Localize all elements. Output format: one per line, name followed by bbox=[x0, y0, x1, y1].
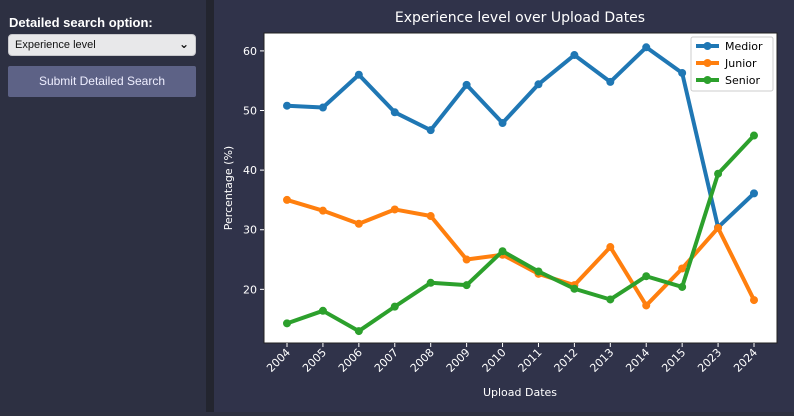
data-point-medior bbox=[426, 126, 435, 135]
sidebar: Detailed search option: Experience level… bbox=[0, 0, 206, 412]
data-point-junior bbox=[318, 206, 327, 215]
data-point-medior bbox=[534, 80, 543, 89]
x-tick-label: 2011 bbox=[516, 346, 545, 375]
legend-label: Junior bbox=[724, 57, 757, 70]
data-point-senior bbox=[750, 131, 758, 140]
chart-legend: Medior Junior Senior bbox=[690, 36, 774, 92]
legend-marker bbox=[703, 59, 712, 67]
legend-marker bbox=[703, 42, 712, 50]
data-point-medior bbox=[498, 119, 507, 128]
data-point-medior bbox=[570, 51, 579, 60]
y-axis-label: Percentage (%) bbox=[222, 146, 235, 230]
legend-box bbox=[690, 36, 774, 92]
data-point-senior bbox=[390, 302, 399, 311]
series-line-medior bbox=[286, 45, 756, 230]
search-option-select[interactable]: Experience level ⌄ bbox=[8, 34, 196, 56]
x-tick-label: 2004 bbox=[264, 346, 293, 375]
chart: Experience level over Upload Dates 20 30 4… bbox=[222, 10, 778, 399]
x-tick-label: 2023 bbox=[695, 346, 724, 375]
x-tick-label: 2006 bbox=[336, 346, 365, 375]
data-point-medior bbox=[354, 70, 363, 79]
y-tick-label: 50 bbox=[243, 105, 257, 118]
data-point-medior bbox=[283, 101, 291, 110]
sidebar-divider bbox=[206, 0, 214, 412]
y-tick-label: 40 bbox=[243, 164, 257, 177]
x-tick-label: 2009 bbox=[444, 346, 473, 375]
data-point-senior bbox=[570, 284, 579, 293]
x-tick-label: 2024 bbox=[731, 346, 760, 375]
data-point-junior bbox=[283, 195, 291, 204]
data-point-senior bbox=[534, 267, 543, 276]
data-point-junior bbox=[714, 223, 723, 232]
data-point-senior bbox=[714, 169, 723, 178]
search-option-label: Detailed search option: bbox=[9, 15, 153, 30]
data-point-senior bbox=[318, 306, 327, 315]
data-point-junior bbox=[642, 301, 651, 310]
legend-marker bbox=[703, 76, 712, 84]
series-line-junior bbox=[286, 198, 756, 308]
data-point-senior bbox=[354, 327, 363, 336]
select-value: Experience level bbox=[15, 39, 96, 51]
series-lines bbox=[283, 43, 758, 336]
x-tick-label: 2012 bbox=[552, 346, 581, 375]
x-tick-label: 2013 bbox=[587, 346, 616, 375]
data-point-senior bbox=[498, 247, 507, 256]
x-tick-label: 2015 bbox=[659, 346, 688, 375]
x-tick-label: 2005 bbox=[300, 346, 329, 375]
data-point-senior bbox=[462, 281, 471, 290]
data-point-medior bbox=[750, 189, 758, 198]
legend-label: Medior bbox=[725, 40, 763, 53]
chart-title: Experience level over Upload Dates bbox=[395, 10, 645, 26]
y-tick-label: 30 bbox=[243, 224, 257, 237]
data-point-medior bbox=[606, 77, 615, 86]
x-tick-label: 2010 bbox=[480, 346, 509, 375]
data-point-junior bbox=[426, 212, 435, 221]
x-axis: 2004 2005 2006 2007 2008 2009 2010 2011 2012 2013… bbox=[264, 343, 760, 375]
x-tick-label: 2008 bbox=[408, 346, 437, 375]
data-point-medior bbox=[462, 80, 471, 89]
x-tick-label: 2007 bbox=[372, 346, 401, 375]
data-point-junior bbox=[606, 243, 615, 252]
data-point-junior bbox=[390, 205, 399, 214]
data-point-junior bbox=[678, 264, 687, 273]
main-panel: Experience level over Upload Dates 20 30 4… bbox=[214, 0, 794, 412]
y-tick-label: 20 bbox=[243, 283, 257, 296]
data-point-medior bbox=[390, 108, 399, 117]
data-point-senior bbox=[426, 278, 435, 287]
data-point-medior bbox=[318, 103, 327, 112]
x-axis-label: Upload Dates bbox=[483, 386, 557, 399]
submit-detailed-search-button[interactable]: Submit Detailed Search bbox=[8, 66, 196, 97]
y-tick-label: 60 bbox=[243, 45, 257, 58]
data-point-senior bbox=[283, 319, 291, 328]
series-line-senior bbox=[286, 134, 756, 334]
y-axis: 20 30 40 50 60 bbox=[243, 45, 264, 296]
data-point-senior bbox=[606, 295, 615, 304]
data-point-medior bbox=[678, 68, 687, 77]
data-point-senior bbox=[642, 272, 651, 281]
x-tick-label: 2014 bbox=[623, 346, 652, 375]
data-point-medior bbox=[642, 43, 651, 52]
data-point-junior bbox=[354, 219, 363, 228]
data-point-junior bbox=[750, 296, 758, 305]
data-point-junior bbox=[462, 255, 471, 264]
chevron-down-icon: ⌄ bbox=[178, 37, 189, 51]
legend-label: Senior bbox=[725, 74, 761, 87]
data-point-senior bbox=[678, 282, 687, 291]
